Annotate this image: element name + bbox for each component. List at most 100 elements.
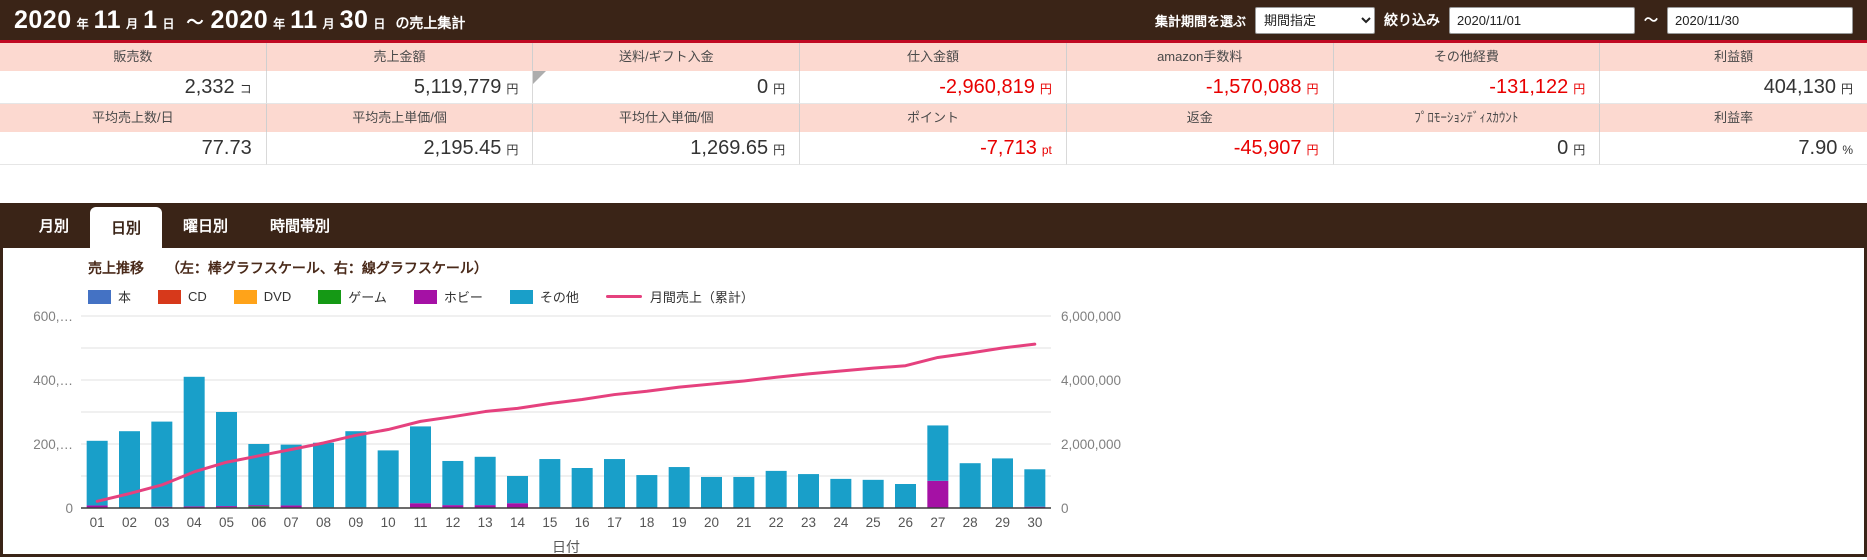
bar-segment <box>669 467 690 508</box>
bar-segment <box>895 484 916 507</box>
left-axis-tick: 600,… <box>33 309 73 324</box>
x-tick-label: 02 <box>122 515 137 530</box>
date-to-input[interactable] <box>1667 7 1853 34</box>
bar-segment <box>216 412 237 506</box>
bar-segment <box>475 457 496 505</box>
title-part: 月 <box>323 15 335 32</box>
x-axis-label: 日付 <box>552 539 580 555</box>
tab-時間帯別[interactable]: 時間帯別 <box>249 203 351 248</box>
summary-col-label: amazon手数料 <box>1067 43 1334 71</box>
summary-col-label: 送料/ギフト入金 <box>533 43 800 71</box>
bar-segment <box>507 476 528 503</box>
bar-segment <box>636 475 657 508</box>
x-tick-label: 19 <box>672 515 687 530</box>
chart-subtitle: （左：棒グラフスケール、右：線グラフスケール） <box>166 260 488 276</box>
title-part: 2020 <box>14 6 72 35</box>
bar-segment <box>151 422 172 507</box>
legend-swatch <box>234 290 257 304</box>
bar-segment <box>1024 469 1045 506</box>
tab-bar: 月別日別曜日別時間帯別 <box>0 203 1867 248</box>
legend-item: その他 <box>510 287 579 306</box>
bar-segment <box>281 445 302 506</box>
bar-segment <box>313 443 334 508</box>
bar-segment <box>927 481 948 508</box>
legend-swatch <box>158 290 181 304</box>
top-bar-controls: 集計期間を選ぶ 期間指定 絞り込み ～ <box>1155 7 1853 34</box>
x-tick-label: 12 <box>445 515 460 530</box>
x-tick-label: 27 <box>930 515 945 530</box>
title-part: 11 <box>94 6 121 35</box>
x-tick-label: 13 <box>478 515 493 530</box>
chart-legend: 本 CD DVD ゲーム ホビー その他 月間売上（累計） <box>3 287 1864 306</box>
bar-segment <box>830 479 851 508</box>
bar-segment <box>410 426 431 503</box>
bar-segment <box>766 471 787 507</box>
right-axis-tick: 6,000,000 <box>1061 309 1121 324</box>
title-part: 年 <box>77 15 89 32</box>
bar-segment <box>733 477 754 508</box>
x-tick-label: 08 <box>316 515 331 530</box>
bar-segment <box>863 480 884 508</box>
bar-segment <box>992 458 1013 507</box>
x-tick-label: 06 <box>251 515 266 530</box>
chart-title-row: 売上推移 （左：棒グラフスケール、右：線グラフスケール） <box>3 258 1864 278</box>
legend-line-swatch <box>606 295 642 298</box>
legend-item: ゲーム <box>318 287 387 306</box>
left-axis-tick: 0 <box>65 501 73 516</box>
legend-item-line: 月間売上（累計） <box>606 287 754 306</box>
note-corner-marker <box>533 71 546 84</box>
legend-label: CD <box>188 289 207 304</box>
summary-col-label: 仕入金額 <box>800 43 1067 71</box>
x-tick-label: 10 <box>381 515 396 530</box>
date-range-separator: ～ <box>1644 10 1658 30</box>
period-select-label: 集計期間を選ぶ <box>1155 11 1246 30</box>
legend-label: ゲーム <box>348 287 387 306</box>
spacer <box>0 165 1867 203</box>
bar-segment <box>960 463 981 508</box>
legend-label: ホビー <box>444 287 483 306</box>
x-tick-label: 03 <box>154 515 169 530</box>
bar-segment <box>539 459 560 507</box>
right-axis-tick: 2,000,000 <box>1061 437 1121 452</box>
tab-曜日別[interactable]: 曜日別 <box>162 203 249 248</box>
title-part: 月 <box>126 15 138 32</box>
bar-segment <box>798 474 819 507</box>
bar-segment <box>927 425 948 480</box>
date-from-input[interactable] <box>1449 7 1635 34</box>
bar-segment <box>572 468 593 508</box>
tab-日別[interactable]: 日別 <box>90 207 162 248</box>
filter-label: 絞り込み <box>1384 10 1440 30</box>
x-tick-label: 17 <box>607 515 622 530</box>
tab-月別[interactable]: 月別 <box>18 203 90 248</box>
x-tick-label: 07 <box>284 515 299 530</box>
summary-col-label: 平均仕入単価/個 <box>533 104 800 132</box>
x-tick-label: 30 <box>1027 515 1042 530</box>
x-tick-label: 20 <box>704 515 719 530</box>
legend-item: 本 <box>88 287 131 306</box>
left-axis-tick: 400,… <box>33 373 73 388</box>
bar-segment <box>604 459 625 508</box>
x-tick-label: 23 <box>801 515 816 530</box>
x-tick-label: 09 <box>348 515 363 530</box>
title-part: 30 <box>340 6 369 35</box>
legend-swatch <box>510 290 533 304</box>
title-part: 1 <box>143 6 157 35</box>
summary-col-label: 返金 <box>1067 104 1334 132</box>
legend-item: DVD <box>234 289 291 304</box>
x-tick-label: 15 <box>542 515 557 530</box>
period-select[interactable]: 期間指定 <box>1255 7 1375 34</box>
summary-col-label: 平均売上数/日 <box>0 104 267 132</box>
legend-item: CD <box>158 289 207 304</box>
x-tick-label: 24 <box>833 515 849 530</box>
summary-header-row: 平均売上数/日平均売上単価/個平均仕入単価/個ポイント返金ﾌﾟﾛﾓｰｼｮﾝﾃﾞｨ… <box>0 104 1867 132</box>
summary-col-label: 利益率 <box>1600 104 1867 132</box>
summary-col-label: ﾌﾟﾛﾓｰｼｮﾝﾃﾞｨｽｶｳﾝﾄ <box>1334 104 1601 132</box>
